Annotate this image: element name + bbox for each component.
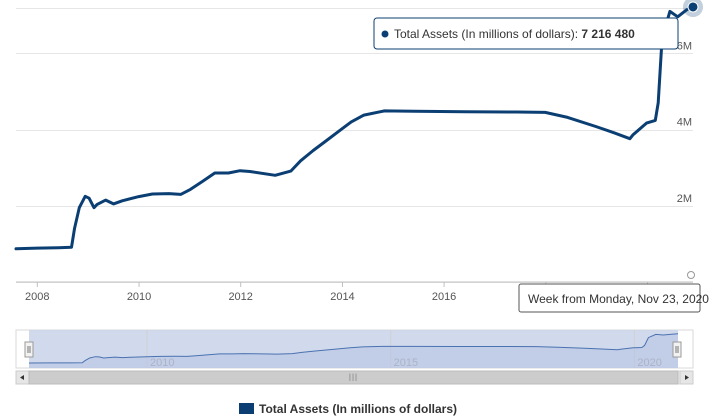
navigator-series-area [29, 333, 678, 368]
hover-point[interactable] [683, 0, 703, 17]
tooltip-series-dot [381, 30, 389, 38]
y-tick-label: 4M [677, 117, 692, 129]
y-axis-ticks: 2M 4M 6M [677, 40, 692, 204]
x-tick-label: 2012 [228, 291, 252, 303]
crosshair-label-text: Week from Monday, Nov 23, 2020 [528, 292, 709, 306]
tooltip-box [373, 17, 679, 50]
navigator[interactable]: 201020152020 [15, 329, 694, 369]
navigator-left-handle[interactable] [24, 341, 34, 358]
series-line-total-assets [14, 5, 695, 251]
scroll-left-arrow-icon [20, 375, 24, 380]
x-tick-label: 2010 [127, 291, 151, 303]
tooltip-text: Total Assets (In millions of dollars): 7… [394, 27, 635, 41]
tooltip-separator: : [575, 27, 582, 41]
crosshair-label-box [518, 283, 701, 313]
tooltip: Total Assets (In millions of dollars): 7… [373, 17, 679, 50]
legend[interactable]: Total Assets (In millions of dollars) [239, 402, 457, 416]
tooltip-series-name: Total Assets (In millions of dollars) [394, 27, 575, 41]
hover-point-dot[interactable] [687, 1, 699, 13]
navigator-right-handle[interactable] [672, 341, 682, 358]
y-tick-label: 2M [677, 193, 692, 205]
crosshair-label: Week from Monday, Nov 23, 2020 [518, 283, 709, 313]
x-tick-label: 2014 [330, 291, 354, 303]
y-tick-label: 6M [677, 40, 692, 52]
scrollbar-thumb[interactable] [28, 370, 679, 385]
legend-item-total-assets[interactable]: Total Assets (In millions of dollars) [259, 402, 457, 416]
legend-swatch [239, 403, 254, 414]
crosshair-point-dot [687, 271, 695, 279]
x-tick-label: 2016 [432, 291, 456, 303]
crosshair-point [687, 271, 695, 279]
navigator-series-line [28, 333, 679, 364]
scrollbar[interactable]: III [15, 370, 694, 385]
scrollbar-grip-icon: III [348, 372, 357, 384]
grid-lines [16, 8, 693, 283]
tooltip-value: 7 216 480 [581, 27, 635, 41]
x-tick-label: 2008 [25, 291, 49, 303]
scroll-right-arrow-icon [685, 375, 689, 380]
